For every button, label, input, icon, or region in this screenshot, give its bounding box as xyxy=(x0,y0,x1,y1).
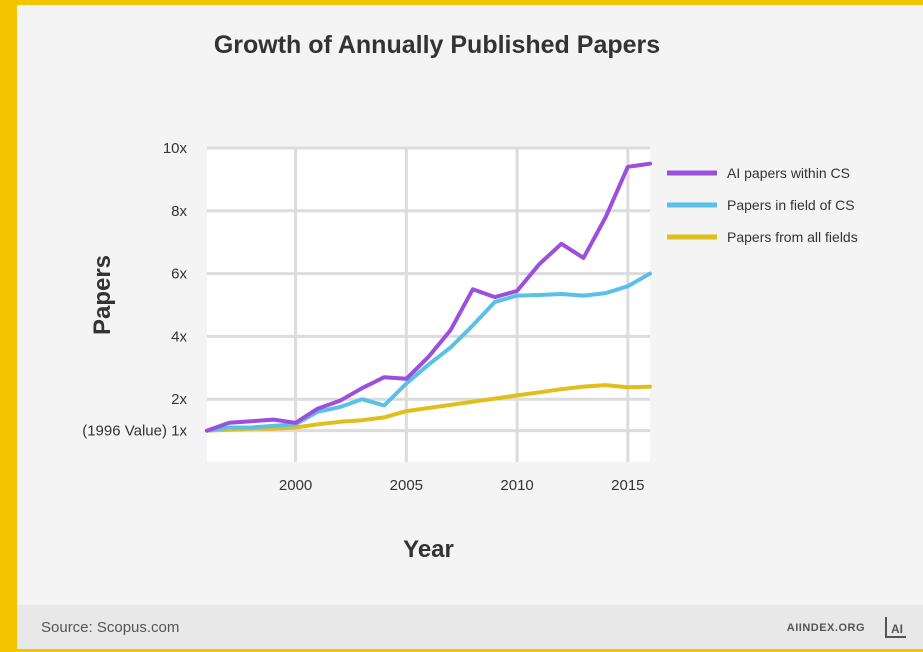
x-tick-label: 2005 xyxy=(390,477,423,494)
chart-title: Growth of Annually Published Papers xyxy=(213,31,661,59)
legend-label: Papers from all fields xyxy=(727,229,858,245)
logo-text: AI xyxy=(891,622,903,636)
x-tick-label: 2000 xyxy=(279,477,312,494)
y-tick-label: 4x xyxy=(171,328,187,345)
series-line-1 xyxy=(205,161,652,433)
legend-label: AI papers within CS xyxy=(727,165,850,181)
plot-area xyxy=(207,148,650,462)
x-axis-label: Year xyxy=(403,536,454,563)
aiindex-logo-icon: AI xyxy=(885,617,906,638)
y-tick-label: 10x xyxy=(163,140,188,157)
legend-label: Papers in field of CS xyxy=(727,197,855,213)
y-tick-label: 2x xyxy=(171,391,187,408)
line-chart: 2000 2005 2010 2015 (1996 Value) 1x 2x 4x 6x 8x 1… xyxy=(82,140,858,563)
x-tick-label: 2015 xyxy=(611,477,644,494)
chart-card: Growth of Annually Published Papers 2000… xyxy=(17,5,923,649)
series-line-3 xyxy=(205,383,652,433)
footer: Source: Scopus.com AIINDEX.ORG AI xyxy=(17,605,923,649)
y-axis-label: Papers xyxy=(89,255,116,335)
brand-label: AIINDEX.ORG xyxy=(786,622,865,634)
y-tick-label: 6x xyxy=(171,266,187,283)
y-tick-label: (1996 Value) 1x xyxy=(82,423,187,440)
x-tick-label: 2010 xyxy=(500,477,533,494)
y-tick-label: 8x xyxy=(171,203,187,220)
series-line-2 xyxy=(205,271,652,433)
source-label: Source: Scopus.com xyxy=(41,619,180,636)
